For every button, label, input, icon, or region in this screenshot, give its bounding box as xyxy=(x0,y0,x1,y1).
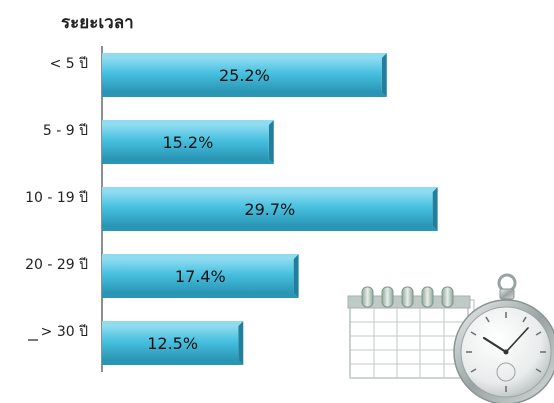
chart-title: ระยะเวลา xyxy=(61,13,134,33)
bar-3 xyxy=(102,254,299,298)
pocket-watch-icon xyxy=(453,273,554,403)
data-label-0: 25.2% xyxy=(219,66,270,85)
bar-4 xyxy=(102,321,244,365)
data-label-4: 12.5% xyxy=(147,334,198,353)
bar-0 xyxy=(102,53,387,97)
category-label-1: 5 - 9 ปี xyxy=(43,123,88,139)
bar-1 xyxy=(102,120,274,164)
bar-2 xyxy=(102,187,438,231)
calendar-ring-tabs xyxy=(361,286,454,308)
data-label-1: 15.2% xyxy=(162,133,213,152)
category-label-4: > 30 ปี xyxy=(41,324,88,340)
data-label-2: 29.7% xyxy=(244,200,295,219)
category-label-3: 20 - 29 ปี xyxy=(25,257,88,273)
bars-group xyxy=(102,53,438,365)
data-labels: 25.2% 15.2% 29.7% 17.4% 12.5% xyxy=(147,66,295,353)
data-label-3: 17.4% xyxy=(175,267,226,286)
calendar-icon xyxy=(347,286,475,379)
category-label-2: 10 - 19 ปี xyxy=(25,190,88,206)
category-labels: < 5 ปี 5 - 9 ปี 10 - 19 ปี 20 - 29 ปี > 30 ป… xyxy=(25,56,89,341)
category-label-0: < 5 ปี xyxy=(50,56,89,72)
